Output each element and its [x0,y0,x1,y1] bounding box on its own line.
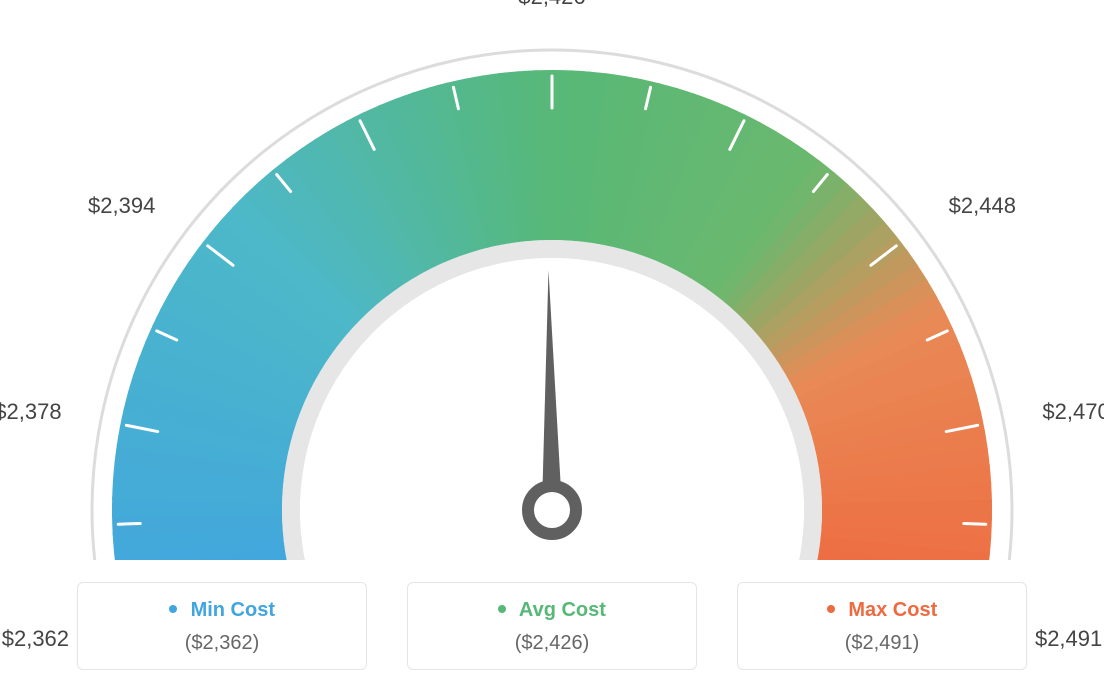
gauge-scale-label: $2,394 [88,193,155,219]
gauge-scale-label: $2,448 [949,193,1016,219]
legend-title-max: Max Cost [738,599,1026,622]
dot-icon [498,605,506,613]
legend-label: Min Cost [191,599,275,621]
gauge-scale-label: $2,470 [1042,399,1104,425]
gauge-scale-label: $2,378 [0,399,62,425]
dot-icon [169,605,177,613]
legend-value: ($2,362) [78,632,366,655]
dot-icon [827,605,835,613]
legend-row: Min Cost ($2,362) Avg Cost ($2,426) Max … [0,582,1104,670]
legend-label: Max Cost [848,599,937,621]
legend-label: Avg Cost [519,599,606,621]
legend-value: ($2,491) [738,632,1026,655]
legend-card-max: Max Cost ($2,491) [737,582,1027,670]
legend-card-min: Min Cost ($2,362) [77,582,367,670]
legend-title-min: Min Cost [78,599,366,622]
gauge-scale-label: $2,426 [518,0,585,10]
legend-title-avg: Avg Cost [408,599,696,622]
legend-value: ($2,426) [408,632,696,655]
gauge-chart: $2,362$2,378$2,394$2,426$2,448$2,470$2,4… [0,0,1104,560]
legend-card-avg: Avg Cost ($2,426) [407,582,697,670]
